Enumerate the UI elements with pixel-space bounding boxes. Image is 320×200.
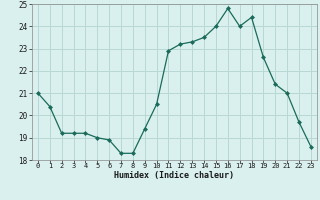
X-axis label: Humidex (Indice chaleur): Humidex (Indice chaleur) [115, 171, 234, 180]
